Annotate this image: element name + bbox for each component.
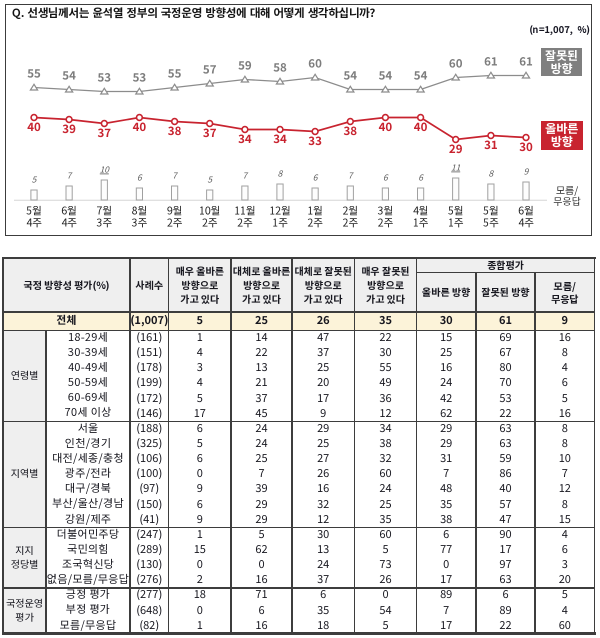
svg-text:61: 61 (484, 54, 498, 70)
svg-text:3월: 3월 (378, 203, 394, 218)
svg-text:1주: 1주 (272, 215, 288, 230)
svg-text:38: 38 (344, 123, 358, 139)
svg-text:40: 40 (133, 119, 147, 135)
svg-text:29: 29 (449, 141, 463, 157)
svg-text:8: 8 (489, 168, 495, 180)
svg-text:2주: 2주 (167, 215, 183, 230)
svg-text:57: 57 (203, 62, 217, 78)
svg-text:3주: 3주 (97, 215, 113, 230)
svg-text:8: 8 (278, 168, 284, 180)
svg-text:6월: 6월 (518, 203, 534, 218)
svg-text:1월: 1월 (307, 203, 323, 218)
svg-text:34: 34 (238, 131, 252, 147)
svg-text:2주: 2주 (378, 215, 394, 230)
svg-text:40: 40 (27, 119, 41, 135)
svg-text:2월: 2월 (343, 203, 359, 218)
svg-text:1주: 1주 (413, 215, 429, 230)
svg-text:7: 7 (67, 170, 73, 182)
svg-text:7: 7 (348, 170, 354, 182)
svg-text:11월: 11월 (234, 203, 255, 218)
svg-text:61: 61 (519, 54, 533, 70)
svg-text:5월: 5월 (482, 203, 499, 218)
svg-text:6: 6 (137, 172, 143, 184)
svg-text:5: 5 (207, 174, 213, 186)
svg-text:1주: 1주 (448, 215, 464, 230)
svg-text:54: 54 (344, 68, 358, 84)
svg-text:54: 54 (414, 68, 428, 84)
svg-text:33: 33 (308, 133, 322, 149)
svg-text:10: 10 (100, 164, 111, 176)
svg-text:58: 58 (273, 60, 287, 76)
svg-text:5: 5 (32, 174, 38, 186)
svg-text:6: 6 (418, 172, 424, 184)
svg-text:60: 60 (308, 56, 322, 72)
svg-text:40: 40 (414, 119, 428, 135)
svg-text:4주: 4주 (26, 215, 42, 230)
svg-text:5월: 5월 (25, 203, 42, 218)
svg-text:7: 7 (243, 170, 249, 182)
svg-text:4주: 4주 (518, 215, 534, 230)
svg-text:9: 9 (524, 166, 530, 178)
svg-text:12월: 12월 (269, 203, 290, 218)
svg-text:3주: 3주 (132, 215, 148, 230)
svg-text:8월: 8월 (132, 203, 148, 218)
svg-text:40: 40 (379, 119, 393, 135)
svg-text:54: 54 (379, 68, 393, 84)
svg-text:5월: 5월 (447, 203, 464, 218)
svg-text:7월: 7월 (97, 203, 113, 218)
svg-text:53: 53 (98, 70, 112, 86)
svg-text:53: 53 (133, 70, 147, 86)
svg-text:37: 37 (98, 125, 112, 141)
svg-text:10월: 10월 (199, 203, 220, 218)
svg-text:59: 59 (238, 58, 252, 74)
svg-text:60: 60 (449, 56, 463, 72)
svg-text:5주: 5주 (482, 215, 499, 230)
svg-text:4월: 4월 (413, 203, 429, 218)
svg-text:4주: 4주 (61, 215, 77, 230)
svg-text:39: 39 (62, 121, 76, 137)
svg-text:2주: 2주 (202, 215, 218, 230)
svg-text:30: 30 (519, 139, 533, 155)
svg-text:2주: 2주 (307, 215, 323, 230)
svg-text:55: 55 (27, 66, 41, 82)
svg-text:2주: 2주 (237, 215, 253, 230)
svg-text:2주: 2주 (343, 215, 359, 230)
svg-text:38: 38 (168, 123, 182, 139)
svg-text:31: 31 (484, 137, 498, 153)
svg-text:6: 6 (383, 172, 389, 184)
svg-text:55: 55 (168, 66, 182, 82)
svg-text:6월: 6월 (61, 203, 77, 218)
svg-text:9월: 9월 (167, 203, 183, 218)
svg-text:37: 37 (203, 125, 217, 141)
svg-text:7: 7 (172, 170, 178, 182)
svg-text:54: 54 (62, 68, 76, 84)
svg-text:34: 34 (273, 131, 287, 147)
svg-text:11: 11 (451, 162, 461, 174)
svg-text:6: 6 (313, 172, 319, 184)
